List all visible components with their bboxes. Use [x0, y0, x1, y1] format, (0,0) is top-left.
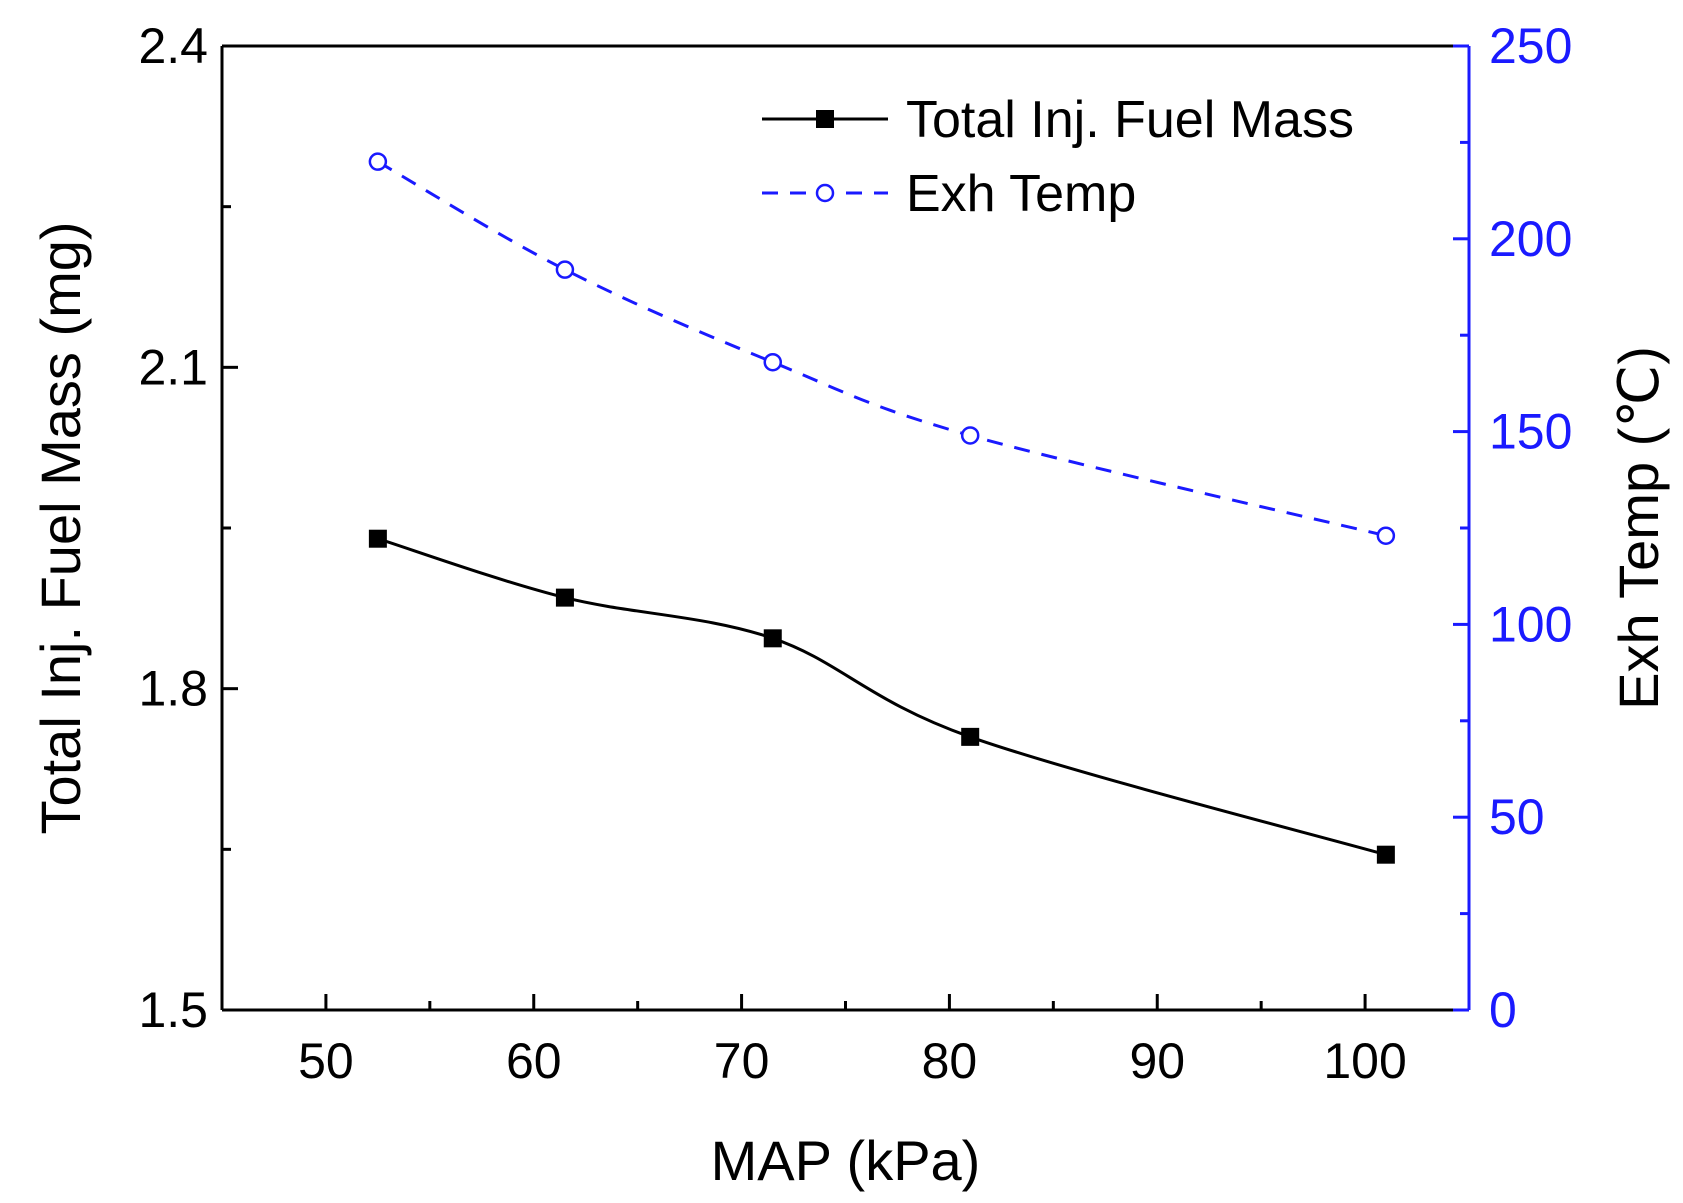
left-y-tick-label: 2.4 [138, 18, 208, 74]
data-point [555, 588, 574, 607]
legend-marker [815, 183, 835, 203]
right-y-tick-label: 200 [1489, 211, 1572, 267]
data-series [368, 152, 1396, 864]
x-tick-label: 80 [922, 1033, 978, 1089]
data-point [763, 629, 782, 648]
right-y-axis-title: Exh Temp (℃) [1607, 346, 1670, 710]
right-y-tick-label: 50 [1489, 789, 1545, 845]
data-point [1376, 526, 1396, 545]
data-point [961, 727, 980, 746]
data-point [960, 426, 980, 445]
x-tick-label: 60 [506, 1033, 562, 1089]
data-point [555, 260, 575, 279]
x-tick-label: 50 [298, 1033, 354, 1089]
axis-ticks [222, 44, 1469, 1012]
right-y-tick-label: 0 [1489, 982, 1517, 1038]
x-tick-label: 70 [714, 1033, 770, 1089]
left-y-axis-title: Total Inj. Fuel Mass (mg) [29, 221, 92, 834]
x-tick-label: 100 [1323, 1033, 1406, 1089]
legend-entry-exh-temp: Exh Temp [762, 165, 1136, 223]
left-y-tick-label: 1.5 [138, 982, 208, 1038]
legend-entry-fuel-mass: Total Inj. Fuel Mass [762, 91, 1354, 149]
right-y-tick-label: 100 [1489, 596, 1572, 652]
series-fuel-mass [368, 529, 1395, 864]
right-y-tick-label: 150 [1489, 404, 1572, 460]
legend: Total Inj. Fuel Mass Exh Temp [762, 91, 1354, 223]
axis-tick-labels: 50 60 70 80 90 100 1.5 1.8 2.1 2.4 0 50 100 150 200 250 [138, 18, 1572, 1089]
left-y-tick-label: 2.1 [138, 339, 208, 395]
x-axis-title: MAP (kPa) [711, 1129, 981, 1192]
series-exh-temp [368, 152, 1396, 545]
data-point [368, 152, 388, 171]
left-y-tick-label: 1.8 [138, 661, 208, 717]
right-y-tick-label: 250 [1489, 18, 1572, 74]
data-point [1376, 845, 1395, 864]
x-tick-label: 90 [1129, 1033, 1185, 1089]
data-point [368, 529, 387, 548]
series-line [377, 537, 1387, 857]
legend-marker [816, 110, 834, 128]
legend-label: Total Inj. Fuel Mass [906, 91, 1354, 149]
legend-label: Exh Temp [906, 165, 1136, 223]
data-point [763, 352, 783, 372]
